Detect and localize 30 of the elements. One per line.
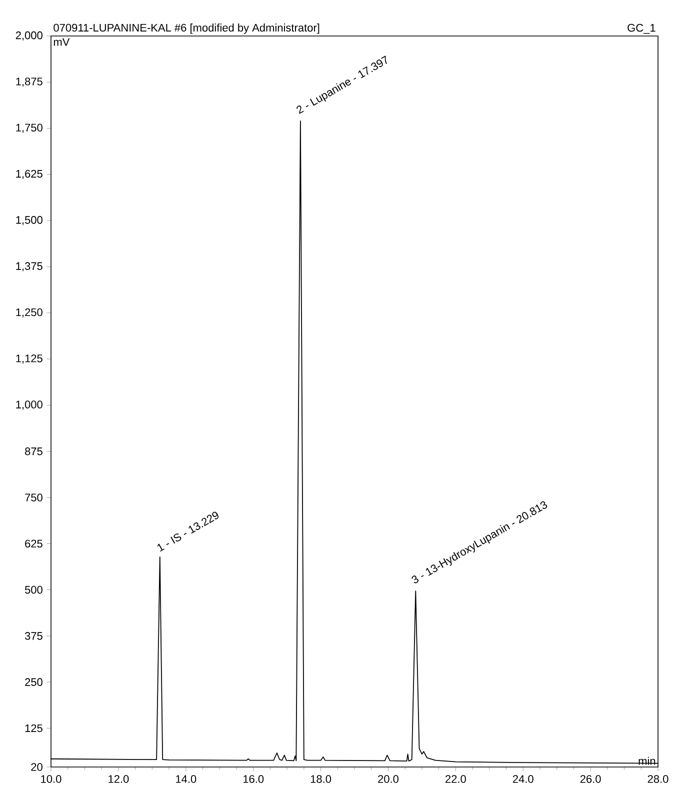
y-tick-label: 2,000 [16, 31, 42, 41]
y-tick-label: 1,500 [16, 216, 42, 226]
y-axis-title: mV [54, 38, 70, 46]
y-tick-label: 1,625 [16, 170, 42, 179]
y-tick-label: 1,000 [16, 400, 42, 410]
y-tick-label: 750 [25, 494, 42, 502]
chart-title: 070911-LUPANINE-KAL #6 [modified by Administrator] [54, 24, 320, 34]
x-tick-label: 28.0 [648, 775, 668, 783]
x-tick-label: 10.0 [41, 775, 62, 783]
x-tick-label: 20.0 [378, 775, 398, 783]
y-tick-label: 1,875 [16, 78, 42, 87]
y-tick-label: 875 [25, 447, 42, 456]
text: GC_1 [628, 24, 656, 34]
y-tick-label: 375 [24, 632, 42, 640]
y-tick-label: 250 [25, 678, 42, 686]
x-tick-label: 26.0 [580, 775, 601, 783]
x-tick-label: 16.0 [243, 775, 264, 783]
x-tick-label: 18.0 [310, 775, 332, 783]
y-tick-label: 1,750 [16, 124, 42, 133]
x-tick-label: 12.0 [108, 775, 129, 783]
y-tick-label: 1,375 [16, 262, 42, 272]
y-tick-label: 125 [25, 724, 42, 732]
y-tick-label: 625 [25, 540, 42, 548]
x-tick-label: 22.0 [446, 775, 466, 783]
y-tick-label: 500 [24, 586, 42, 594]
x-tick-label: 14.0 [176, 775, 196, 783]
y-tick-label: 1,250 [16, 308, 42, 318]
y-tick-label: 1,125 [16, 354, 42, 364]
x-tick-label: 24.0 [512, 775, 534, 783]
y-tick-label: 20 [31, 763, 42, 771]
